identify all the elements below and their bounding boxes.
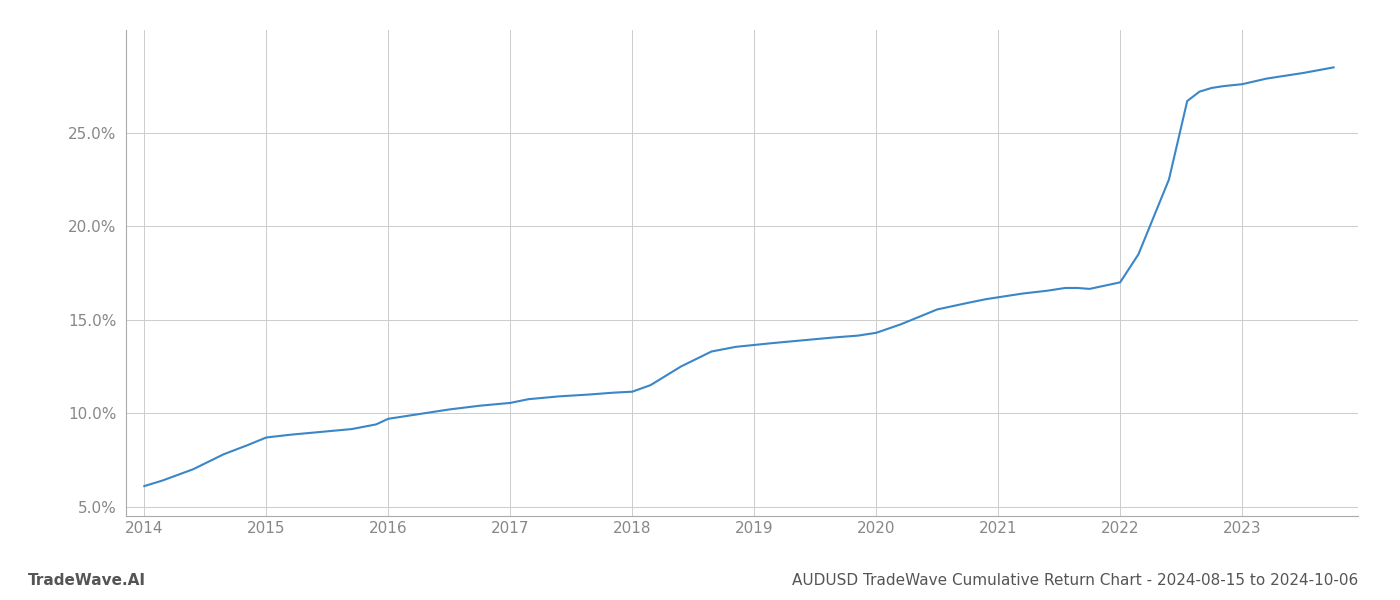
Text: TradeWave.AI: TradeWave.AI (28, 573, 146, 588)
Text: AUDUSD TradeWave Cumulative Return Chart - 2024-08-15 to 2024-10-06: AUDUSD TradeWave Cumulative Return Chart… (792, 573, 1358, 588)
